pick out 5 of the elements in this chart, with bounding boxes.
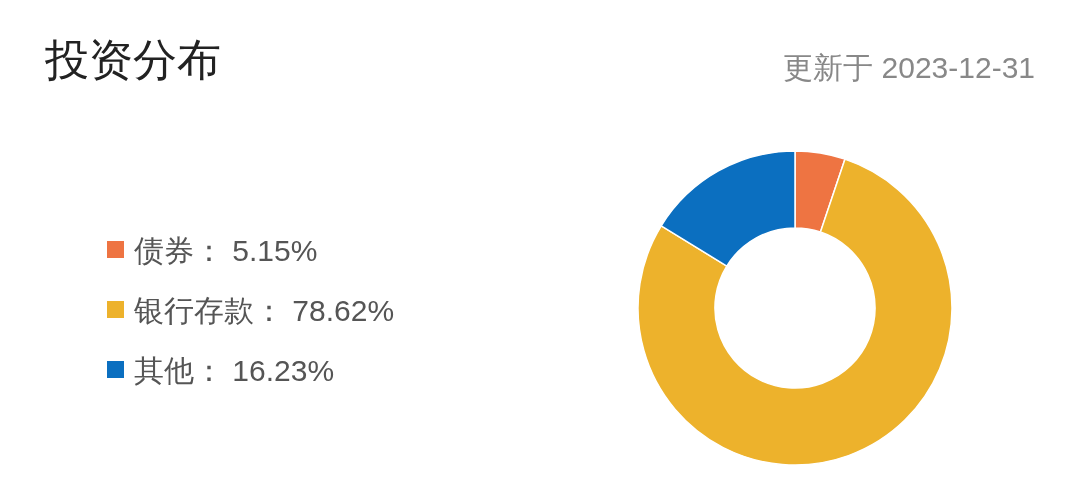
chart-title: 投资分布 — [44, 35, 221, 84]
legend-label: 其他： 16.23% — [134, 354, 335, 387]
chart-subtitle: 更新于 2023-12-31 — [783, 51, 1035, 84]
legend-label: 银行存款： 78.62% — [133, 294, 395, 327]
legend-label: 债券： 5.15% — [134, 234, 318, 267]
